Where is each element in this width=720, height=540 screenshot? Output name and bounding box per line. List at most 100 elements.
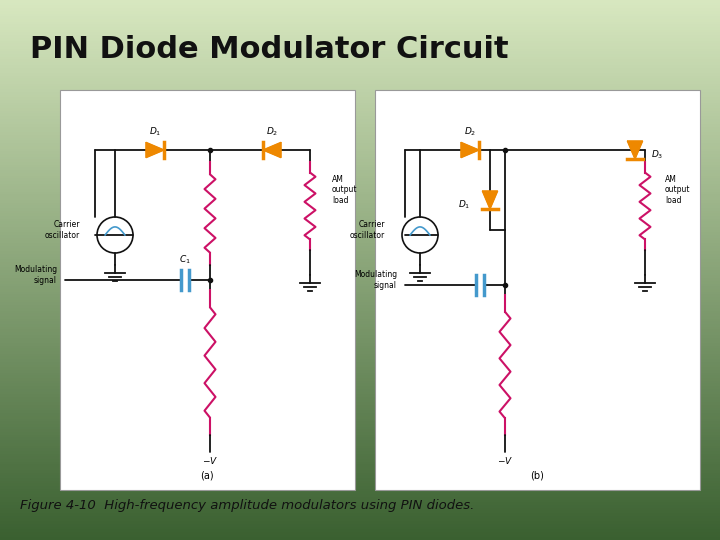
Text: Modulating
signal: Modulating signal — [354, 271, 397, 289]
Text: $C_1$: $C_1$ — [179, 254, 191, 266]
Bar — [0, 526, 720, 529]
Bar — [0, 173, 720, 176]
Bar — [0, 483, 720, 486]
Bar — [0, 230, 720, 232]
Bar — [0, 446, 720, 448]
Bar — [0, 432, 720, 435]
Bar — [0, 332, 720, 335]
Bar — [0, 251, 720, 254]
Bar — [0, 524, 720, 526]
Bar — [0, 49, 720, 51]
Bar — [0, 373, 720, 375]
Bar — [0, 319, 720, 321]
Bar — [0, 316, 720, 319]
Bar — [0, 405, 720, 408]
Bar — [0, 356, 720, 359]
Bar — [0, 68, 720, 70]
Bar — [0, 40, 720, 43]
Text: PIN Diode Modulator Circuit: PIN Diode Modulator Circuit — [30, 35, 508, 64]
Bar — [0, 162, 720, 165]
Bar — [0, 437, 720, 440]
Bar — [0, 410, 720, 413]
Bar — [0, 35, 720, 38]
Bar — [0, 402, 720, 405]
Bar — [0, 270, 720, 273]
Bar — [0, 194, 720, 197]
Bar — [0, 294, 720, 297]
Bar — [0, 475, 720, 478]
Bar — [0, 135, 720, 138]
Bar — [0, 30, 720, 32]
Bar — [0, 273, 720, 275]
Bar — [0, 256, 720, 259]
Bar — [0, 375, 720, 378]
Bar — [0, 235, 720, 238]
Bar — [0, 94, 720, 97]
Bar — [0, 165, 720, 167]
Bar — [0, 416, 720, 418]
Text: (b): (b) — [530, 470, 544, 480]
Bar — [0, 132, 720, 135]
Bar — [0, 510, 720, 513]
Text: Carrier
oscillator: Carrier oscillator — [45, 220, 80, 240]
Bar — [0, 122, 720, 124]
Bar — [0, 321, 720, 324]
Bar — [0, 3, 720, 5]
Bar — [0, 472, 720, 475]
Bar — [0, 219, 720, 221]
Bar — [0, 351, 720, 354]
Bar — [0, 394, 720, 397]
Bar — [0, 292, 720, 294]
Bar — [0, 486, 720, 489]
Bar — [0, 143, 720, 146]
Bar — [0, 24, 720, 27]
Bar — [0, 408, 720, 410]
Bar — [0, 494, 720, 497]
Bar — [0, 186, 720, 189]
Bar — [0, 456, 720, 459]
Text: $D_2$: $D_2$ — [464, 126, 476, 138]
Bar — [0, 343, 720, 346]
Bar — [0, 78, 720, 81]
Bar — [0, 383, 720, 386]
Bar — [0, 54, 720, 57]
Polygon shape — [146, 143, 164, 158]
Bar — [0, 443, 720, 445]
Bar — [0, 359, 720, 362]
Bar — [0, 116, 720, 119]
Bar — [0, 500, 720, 502]
Bar — [0, 459, 720, 462]
Bar — [0, 189, 720, 192]
Bar — [0, 340, 720, 343]
Bar — [0, 364, 720, 367]
Bar — [0, 89, 720, 92]
Text: (a): (a) — [200, 470, 214, 480]
Bar — [0, 130, 720, 132]
Bar — [0, 216, 720, 219]
Bar — [0, 348, 720, 351]
Bar — [0, 262, 720, 265]
Bar — [0, 184, 720, 186]
Bar — [0, 38, 720, 40]
Bar — [0, 119, 720, 122]
Bar — [0, 313, 720, 316]
Bar — [0, 148, 720, 151]
Bar — [0, 413, 720, 416]
Bar — [0, 167, 720, 170]
Polygon shape — [482, 191, 498, 209]
Bar — [0, 278, 720, 281]
Bar — [0, 43, 720, 46]
Bar — [0, 246, 720, 248]
Bar — [0, 265, 720, 267]
Bar — [0, 489, 720, 491]
Bar — [0, 59, 720, 62]
Bar — [0, 478, 720, 481]
Bar — [0, 429, 720, 432]
Bar — [0, 73, 720, 76]
Bar — [0, 529, 720, 532]
Bar — [0, 176, 720, 178]
Bar — [0, 238, 720, 240]
Bar — [0, 154, 720, 157]
Bar — [0, 362, 720, 364]
Bar — [0, 181, 720, 184]
